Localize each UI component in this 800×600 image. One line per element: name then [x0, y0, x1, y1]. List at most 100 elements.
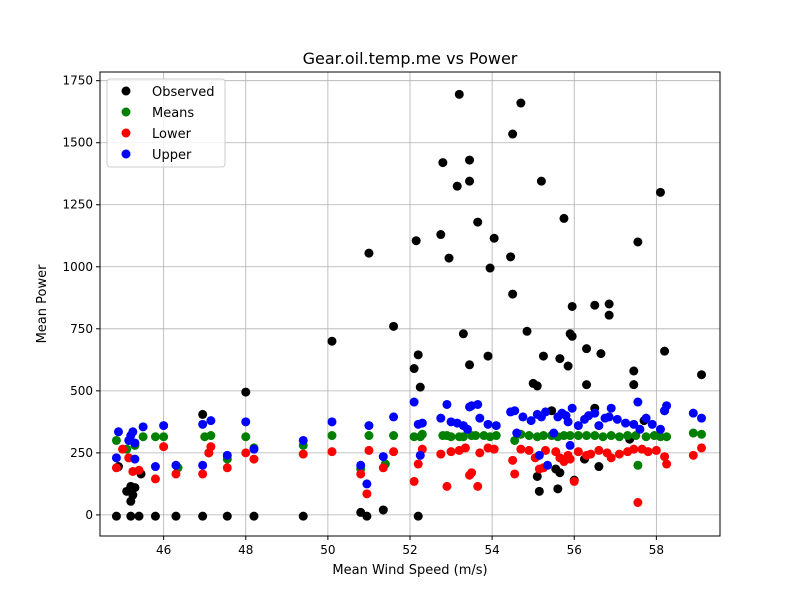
y-tick-label: 1000 [62, 260, 93, 274]
lower-point [508, 455, 518, 465]
upper-point [635, 424, 645, 434]
observed-point [555, 354, 565, 364]
observed-point [506, 252, 516, 262]
lower-point [510, 469, 520, 479]
legend-label-upper: Upper [152, 148, 192, 163]
x-tick-label: 58 [649, 543, 664, 557]
upper-point [150, 462, 160, 472]
lower-point [460, 443, 470, 453]
lower-point [409, 476, 419, 486]
observed-point [130, 483, 140, 493]
means-point [538, 431, 548, 441]
legend-label-lower: Lower [152, 127, 192, 142]
means-point [662, 432, 672, 442]
y-tick-label: 1250 [62, 198, 93, 212]
legend-label-means: Means [152, 106, 194, 121]
observed-point [555, 468, 565, 478]
means-point [633, 460, 643, 470]
upper-point [417, 418, 427, 428]
upper-point [612, 414, 622, 424]
lower-point [524, 445, 534, 455]
upper-point [567, 403, 577, 413]
observed-point [559, 213, 569, 223]
observed-point [222, 511, 232, 521]
observed-point [298, 511, 308, 521]
upper-point [518, 412, 528, 422]
lower-point [206, 442, 216, 452]
observed-point [604, 310, 614, 320]
observed-point [111, 511, 121, 521]
lower-point [651, 445, 661, 455]
upper-point [563, 417, 573, 427]
upper-point [483, 419, 493, 429]
observed-point [436, 230, 446, 240]
lower-point [111, 463, 121, 473]
lower-point [516, 444, 526, 454]
upper-point [633, 397, 643, 407]
means-point [138, 432, 148, 442]
upper-point [298, 435, 308, 445]
means-point [150, 432, 160, 442]
upper-point [249, 444, 259, 454]
upper-point [409, 397, 419, 407]
observed-point [633, 237, 643, 247]
means-point [111, 435, 121, 445]
means-point [573, 431, 583, 441]
y-tick-label: 500 [70, 384, 93, 398]
means-point [590, 431, 600, 441]
lower-point [475, 448, 485, 458]
y-tick-label: 750 [70, 322, 93, 336]
observed-point [389, 321, 399, 331]
lower-point [606, 453, 616, 463]
observed-point [415, 382, 425, 392]
means-point [641, 432, 651, 442]
upper-point [111, 453, 121, 463]
observed-point [582, 380, 592, 390]
upper-point [198, 419, 208, 429]
upper-point [159, 421, 169, 431]
upper-point [436, 413, 446, 423]
observed-point [458, 329, 468, 339]
upper-point [138, 422, 148, 432]
observed-point [249, 511, 259, 521]
upper-point [327, 417, 337, 427]
means-point [491, 431, 501, 441]
upper-point [540, 407, 550, 417]
lower-point [249, 454, 259, 464]
observed-point [413, 350, 423, 360]
observed-point [590, 300, 600, 310]
legend-marker-observed [121, 86, 131, 96]
upper-point [171, 460, 181, 470]
observed-point [465, 155, 475, 165]
observed-point [452, 181, 462, 191]
observed-point [134, 511, 144, 521]
observed-point [629, 380, 639, 390]
legend-marker-upper [121, 149, 131, 159]
axis-ticks: 46 48 50 52 54 56 58 0 250 500 750 1000 1250 1500 1750 [62, 74, 664, 557]
upper-point [526, 416, 536, 426]
means-point [364, 431, 374, 441]
upper-point [662, 401, 672, 411]
upper-point [491, 421, 501, 431]
upper-point [543, 460, 553, 470]
upper-point [473, 399, 483, 409]
upper-point [442, 399, 452, 409]
means-point [582, 431, 592, 441]
upper-point [697, 413, 707, 423]
observed-point [532, 381, 542, 391]
observed-point [563, 361, 573, 371]
lower-point [364, 445, 374, 455]
lower-point [614, 449, 624, 459]
upper-point [604, 412, 614, 422]
lower-point [573, 447, 583, 457]
upper-point [688, 408, 698, 418]
lower-point [134, 465, 144, 475]
upper-point [629, 419, 639, 429]
lower-point [327, 447, 337, 457]
upper-point [594, 421, 604, 431]
means-point [510, 435, 520, 445]
lower-point [569, 476, 579, 486]
means-point [409, 432, 419, 442]
upper-point [573, 421, 583, 431]
